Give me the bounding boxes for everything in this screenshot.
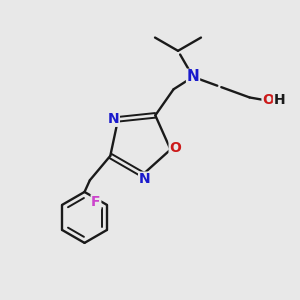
Text: O: O [262,93,274,107]
Text: N: N [187,69,200,84]
Text: O: O [169,141,181,155]
Text: N: N [139,172,150,186]
Text: H: H [274,93,285,107]
Text: F: F [91,195,101,209]
Text: N: N [108,112,119,126]
